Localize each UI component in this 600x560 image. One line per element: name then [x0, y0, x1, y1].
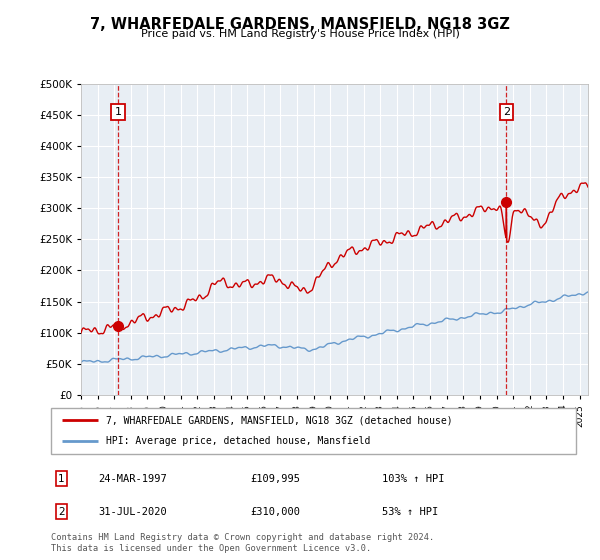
Text: 2: 2 [503, 107, 510, 117]
FancyBboxPatch shape [51, 408, 576, 454]
Text: 7, WHARFEDALE GARDENS, MANSFIELD, NG18 3GZ (detached house): 7, WHARFEDALE GARDENS, MANSFIELD, NG18 3… [106, 415, 453, 425]
Text: Price paid vs. HM Land Registry's House Price Index (HPI): Price paid vs. HM Land Registry's House … [140, 29, 460, 39]
Text: 53% ↑ HPI: 53% ↑ HPI [382, 507, 438, 517]
Text: 7, WHARFEDALE GARDENS, MANSFIELD, NG18 3GZ: 7, WHARFEDALE GARDENS, MANSFIELD, NG18 3… [90, 17, 510, 32]
Text: 2: 2 [58, 507, 65, 517]
Text: 31-JUL-2020: 31-JUL-2020 [98, 507, 167, 517]
Text: 1: 1 [58, 474, 65, 484]
Text: Contains HM Land Registry data © Crown copyright and database right 2024.
This d: Contains HM Land Registry data © Crown c… [51, 533, 434, 553]
Text: 24-MAR-1997: 24-MAR-1997 [98, 474, 167, 484]
Text: £310,000: £310,000 [251, 507, 301, 517]
Text: HPI: Average price, detached house, Mansfield: HPI: Average price, detached house, Mans… [106, 436, 371, 446]
Text: 103% ↑ HPI: 103% ↑ HPI [382, 474, 444, 484]
Text: £109,995: £109,995 [251, 474, 301, 484]
Text: 1: 1 [115, 107, 122, 117]
